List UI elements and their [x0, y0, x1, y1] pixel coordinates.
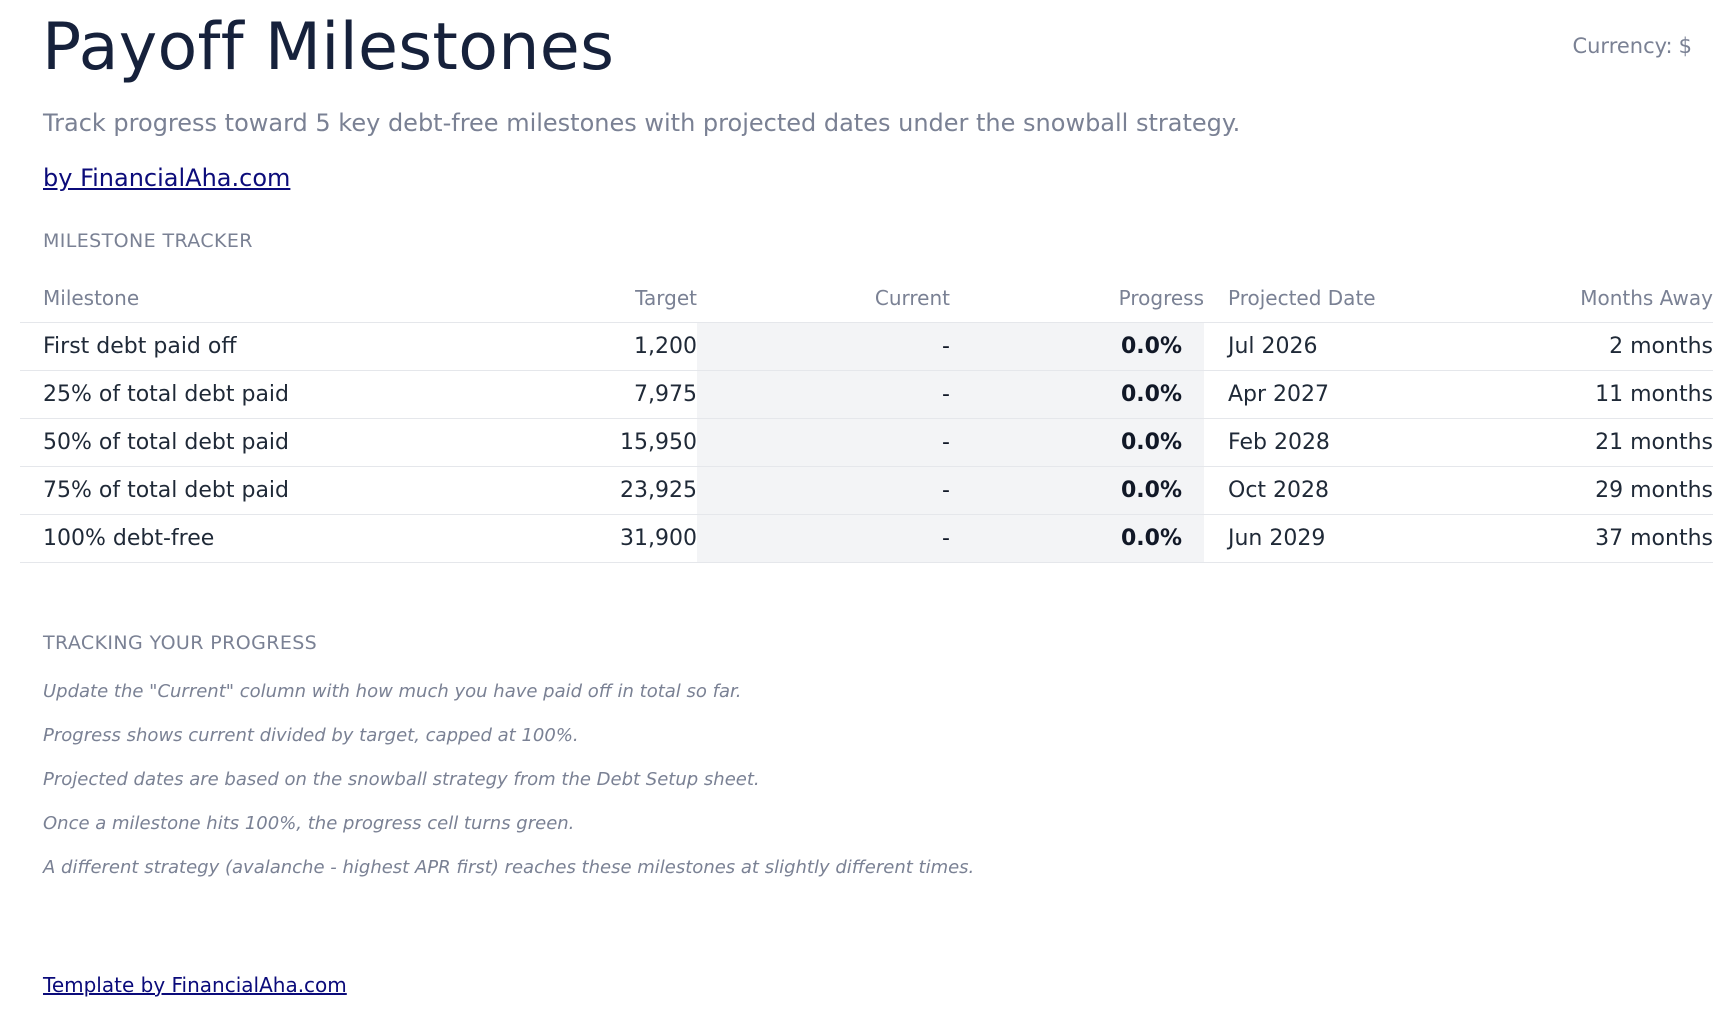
- note-item: Once a milestone hits 100%, the progress…: [43, 813, 575, 834]
- header-milestone: Milestone: [43, 286, 140, 310]
- current-input-cell[interactable]: -: [697, 419, 950, 466]
- target-amount: 7,975: [634, 382, 697, 407]
- projected-date: Jun 2029: [1228, 526, 1326, 551]
- table-header-row: Milestone Target Current Progress Projec…: [20, 274, 1713, 323]
- note-item: Progress shows current divided by target…: [43, 725, 579, 746]
- table-row: 75% of total debt paid 23,925 - 0.0% Oct…: [20, 467, 1713, 515]
- note-item: A different strategy (avalanche - highes…: [43, 857, 975, 878]
- milestone-cell: 50% of total debt paid 15,950: [20, 419, 697, 466]
- progress-cell: 0.0%: [950, 467, 1204, 514]
- milestone-table: Milestone Target Current Progress Projec…: [20, 274, 1713, 563]
- current-input-cell[interactable]: -: [697, 323, 950, 370]
- months-away: 21 months: [1595, 430, 1713, 455]
- tracking-progress-heading: TRACKING YOUR PROGRESS: [43, 632, 318, 654]
- projected-date: Feb 2028: [1228, 430, 1330, 455]
- header-projected-date: Projected Date: [1228, 286, 1376, 310]
- page-subtitle: Track progress toward 5 key debt-free mi…: [43, 109, 1241, 137]
- current-amount[interactable]: -: [942, 478, 950, 503]
- target-amount: 31,900: [620, 526, 697, 551]
- header-milestone-cell: Milestone Target: [20, 274, 697, 322]
- note-item: Update the "Current" column with how muc…: [43, 681, 742, 702]
- projected-date: Oct 2028: [1228, 478, 1330, 503]
- milestone-name: 50% of total debt paid: [43, 430, 289, 455]
- current-input-cell[interactable]: -: [697, 467, 950, 514]
- projected-date: Apr 2027: [1228, 382, 1330, 407]
- current-amount[interactable]: -: [942, 526, 950, 551]
- current-input-cell[interactable]: -: [697, 515, 950, 562]
- table-row: First debt paid off 1,200 - 0.0% Jul 202…: [20, 323, 1713, 371]
- currency-symbol: $: [1678, 34, 1692, 58]
- progress-cell: 0.0%: [950, 371, 1204, 418]
- milestone-cell: 25% of total debt paid 7,975: [20, 371, 697, 418]
- projected-date: Jul 2026: [1228, 334, 1318, 359]
- milestone-cell: First debt paid off 1,200: [20, 323, 697, 370]
- target-amount: 23,925: [620, 478, 697, 503]
- currency-label: Currency:: [1572, 34, 1673, 58]
- current-amount[interactable]: -: [942, 382, 950, 407]
- progress-cell: 0.0%: [950, 515, 1204, 562]
- table-row: 25% of total debt paid 7,975 - 0.0% Apr …: [20, 371, 1713, 419]
- current-amount[interactable]: -: [942, 430, 950, 455]
- currency-indicator: Currency: $: [1572, 34, 1692, 58]
- table-row: 100% debt-free 31,900 - 0.0% Jun 2029 37…: [20, 515, 1713, 563]
- target-amount: 15,950: [620, 430, 697, 455]
- milestone-cell: 100% debt-free 31,900: [20, 515, 697, 562]
- progress-cell: 0.0%: [950, 323, 1204, 370]
- footer-template-link[interactable]: Template by FinancialAha.com: [43, 973, 347, 997]
- months-away: 29 months: [1595, 478, 1713, 503]
- milestone-name: First debt paid off: [43, 334, 237, 359]
- months-away: 11 months: [1595, 382, 1713, 407]
- header-current: Current: [874, 286, 950, 310]
- note-item: Projected dates are based on the snowbal…: [43, 769, 760, 790]
- header-progress: Progress: [1118, 286, 1204, 310]
- progress-cell: 0.0%: [950, 419, 1204, 466]
- months-away: 37 months: [1595, 526, 1713, 551]
- milestone-tracker-heading: MILESTONE TRACKER: [43, 230, 253, 252]
- header-target: Target: [635, 286, 697, 310]
- milestone-cell: 75% of total debt paid 23,925: [20, 467, 697, 514]
- months-away: 2 months: [1609, 334, 1713, 359]
- target-amount: 1,200: [634, 334, 697, 359]
- milestone-name: 25% of total debt paid: [43, 382, 289, 407]
- progress-notes: Update the "Current" column with how muc…: [43, 680, 974, 900]
- table-row: 50% of total debt paid 15,950 - 0.0% Feb…: [20, 419, 1713, 467]
- current-input-cell[interactable]: -: [697, 371, 950, 418]
- page-title: Payoff Milestones: [42, 10, 615, 85]
- current-amount[interactable]: -: [942, 334, 950, 359]
- milestone-name: 100% debt-free: [43, 526, 215, 551]
- byline-link[interactable]: by FinancialAha.com: [43, 164, 291, 192]
- header-months-away: Months Away: [1580, 286, 1713, 310]
- milestone-name: 75% of total debt paid: [43, 478, 289, 503]
